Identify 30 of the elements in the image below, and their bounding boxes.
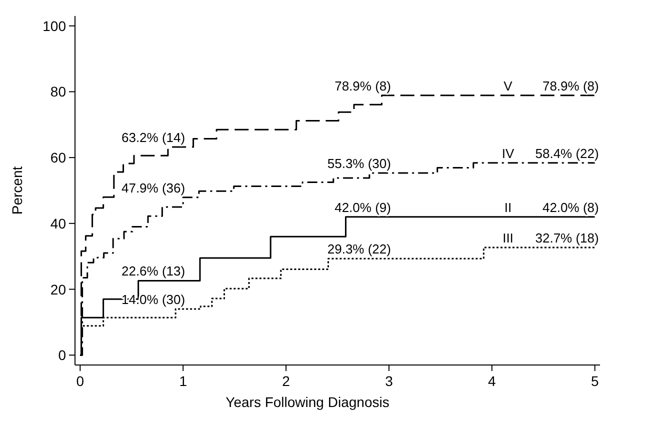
annotation: 63.2% (14): [121, 130, 186, 146]
annotation: 78.9% (8): [334, 78, 391, 94]
annotation: 14.0% (30): [121, 292, 186, 308]
y-axis-title: Percent: [9, 166, 25, 215]
annotation: 47.9% (36): [121, 180, 186, 196]
series-label: II: [504, 200, 512, 215]
annotation: 22.6% (13): [121, 264, 186, 279]
annotation: 29.3% (22): [327, 242, 391, 257]
y-tick-label: 80: [50, 84, 66, 100]
annotation: 42.0% (8): [542, 200, 599, 215]
annotation: 55.3% (30): [327, 156, 391, 172]
x-tick-label: 5: [590, 373, 599, 389]
x-tick-label: 2: [282, 373, 290, 389]
annotation: 32.7% (18): [535, 230, 599, 246]
x-tick-label: 3: [385, 373, 394, 389]
x-tick-label: 1: [179, 373, 188, 389]
annotation: 78.9% (8): [542, 78, 599, 94]
series-label: III: [502, 230, 514, 246]
y-tick-label: 60: [50, 150, 66, 166]
x-tick-label: 4: [488, 373, 496, 389]
series-label: V: [504, 78, 513, 94]
annotation: 42.0% (9): [334, 200, 391, 215]
y-tick-label: 20: [50, 281, 66, 298]
y-tick-label: 40: [50, 215, 66, 232]
y-tick-label: 0: [58, 347, 66, 364]
annotation: 58.4% (22): [535, 146, 599, 161]
y-tick-label: 100: [42, 18, 66, 34]
x-tick-label: 0: [76, 373, 84, 389]
series-label: IV: [502, 146, 514, 161]
x-axis-title: Years Following Diagnosis: [226, 394, 390, 410]
